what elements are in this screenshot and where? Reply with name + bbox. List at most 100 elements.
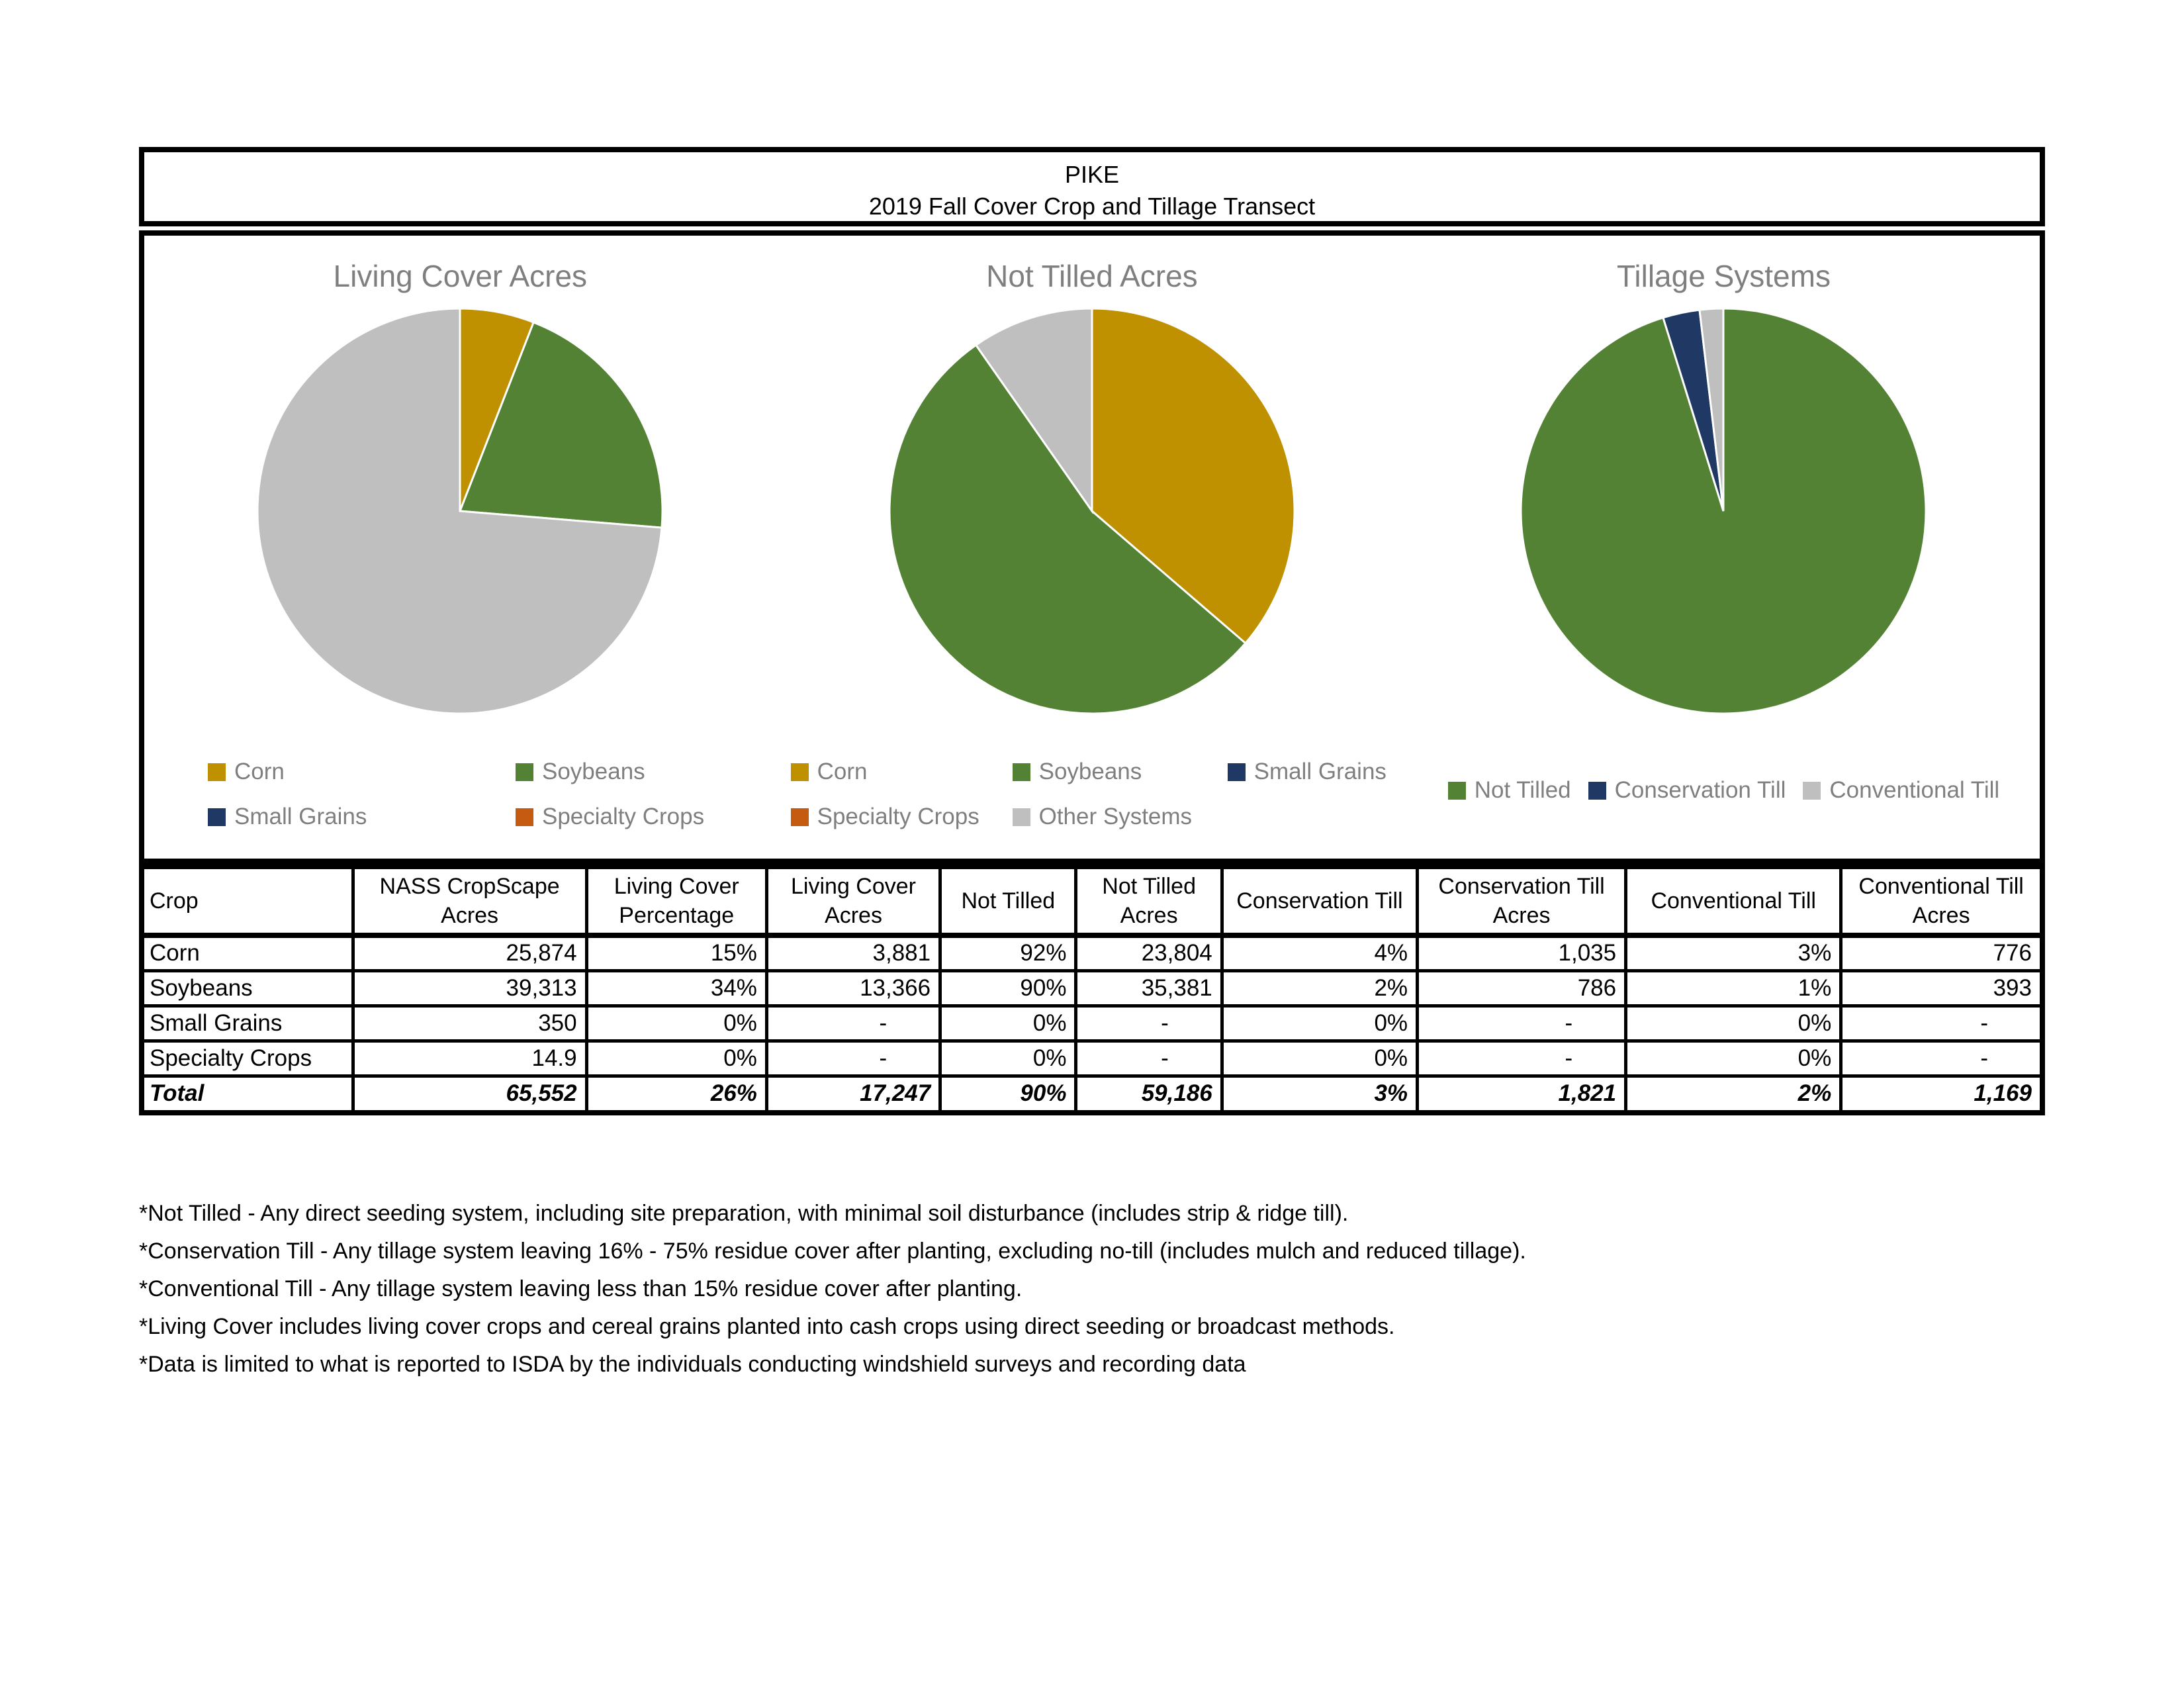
legend-swatch-icon: [516, 808, 533, 826]
legend-swatch-icon: [1012, 763, 1030, 781]
value-cell: 35,381: [1074, 968, 1224, 1008]
legend-item-conventional-till: Conventional Till: [1803, 777, 1999, 804]
crop-name-cell: Small Grains: [140, 1004, 355, 1043]
crop-name-cell: Specialty Crops: [140, 1039, 355, 1078]
column-header: Conservation Till Acres: [1416, 865, 1628, 938]
legend-swatch-icon: [208, 763, 226, 781]
footnote: *Conservation Till - Any tillage system …: [139, 1239, 1526, 1264]
column-header: Living Cover Percentage: [584, 865, 768, 938]
report-header: PIKE 2019 Fall Cover Crop and Tillage Tr…: [139, 147, 2045, 226]
value-cell: 23,804: [1074, 933, 1224, 972]
pie-slice-soybeans: [459, 320, 664, 529]
value-cell: 34%: [584, 968, 768, 1008]
legend-item-corn: Corn: [790, 759, 1013, 785]
value-cell: 0%: [1624, 1039, 1843, 1078]
column-header: Conservation Till: [1220, 865, 1420, 938]
legend-swatch-icon: [208, 808, 226, 826]
chart-title-not-tilled-acres: Not Tilled Acres: [986, 259, 1198, 293]
legend-item-conservation-till: Conservation Till: [1588, 777, 1786, 804]
value-cell: -: [1839, 1039, 2044, 1078]
value-cell: 2%: [1624, 1074, 1843, 1115]
legend-swatch-icon: [1227, 763, 1246, 781]
value-cell: 3%: [1624, 933, 1843, 972]
value-cell: 0%: [938, 1039, 1078, 1078]
pie-slice-conventional-till: [1698, 307, 1725, 512]
value-cell: 14.9: [351, 1039, 588, 1078]
value-cell: 17,247: [764, 1074, 942, 1115]
pie-slice-soybeans: [888, 344, 1247, 715]
legend-living-cover-acres: Corn Soybeans Small Grains Specialty Crops: [208, 759, 776, 830]
value-cell: 90%: [938, 1074, 1078, 1115]
footnotes: *Not Tilled - Any direct seeding system,…: [139, 1195, 2045, 1383]
value-cell: -: [1839, 1004, 2044, 1043]
legend-label: Other Systems: [1038, 804, 1193, 829]
value-cell: 0%: [938, 1004, 1078, 1043]
legend-label: Small Grains: [234, 804, 367, 829]
value-cell: 0%: [1220, 1039, 1420, 1078]
transect-data-table: Crop NASS CropScape Acres Living Cover Per…: [139, 864, 2045, 1115]
legend-label: Corn: [234, 759, 285, 784]
value-cell: 3%: [1220, 1074, 1420, 1115]
legend-item-other-systems: Other Systems: [1012, 804, 1228, 830]
value-cell: 59,186: [1074, 1074, 1224, 1115]
legend-label: Conventional Till: [1829, 777, 2000, 803]
column-header: Not Tilled: [938, 865, 1078, 938]
footnote: *Conventional Till - Any tillage system …: [139, 1276, 1023, 1301]
value-cell: 92%: [938, 933, 1078, 972]
value-cell: 1%: [1624, 968, 1843, 1008]
chart-living-cover-acres: Living Cover Acres Corn Soybeans Small Gra…: [144, 236, 776, 859]
legend-label: Conservation Till: [1614, 777, 1786, 803]
value-cell: 25,874: [351, 933, 588, 972]
crop-name-cell: Total: [140, 1074, 355, 1115]
legend-label: Corn: [817, 759, 868, 784]
value-cell: 786: [1416, 968, 1628, 1008]
legend-swatch-icon: [1447, 781, 1466, 800]
legend-swatch-icon: [1588, 781, 1606, 800]
column-header: Not Tilled Acres: [1074, 865, 1224, 938]
legend-label: Specialty Crops: [817, 804, 979, 829]
value-cell: 1,035: [1416, 933, 1628, 972]
report-subtitle: 2019 Fall Cover Crop and Tillage Transec…: [868, 193, 1316, 220]
value-cell: 0%: [1220, 1004, 1420, 1043]
value-cell: 15%: [584, 933, 768, 972]
legend-swatch-icon: [1803, 781, 1821, 800]
legend-not-tilled-acres: Corn Soybeans Small Grains Specialty Crops O…: [790, 759, 1408, 830]
value-cell: 65,552: [351, 1074, 588, 1115]
value-cell: 0%: [584, 1004, 768, 1043]
legend-item-specialty-crops: Specialty Crops: [790, 804, 1013, 830]
chart-tillage-systems: Tillage Systems Not Tilled Conservation T…: [1408, 236, 2040, 859]
value-cell: 776: [1839, 933, 2044, 972]
value-cell: 13,366: [764, 968, 942, 1008]
value-cell: 4%: [1220, 933, 1420, 972]
value-cell: 2%: [1220, 968, 1420, 1008]
pie-slice-corn: [1091, 307, 1296, 645]
legend-swatch-icon: [516, 763, 533, 781]
value-cell: -: [1074, 1004, 1224, 1043]
column-header: Crop: [140, 865, 355, 938]
table-row: Specialty Crops 14.9 0% -0% -0% -0% -: [140, 1039, 2044, 1078]
column-header: Conventional Till: [1624, 865, 1843, 938]
pie-living-cover-acres: [256, 307, 664, 715]
footnote: *Not Tilled - Any direct seeding system,…: [139, 1201, 1349, 1226]
table-header-row: Crop NASS CropScape Acres Living Cover Per…: [140, 865, 2044, 938]
value-cell: -: [764, 1039, 942, 1078]
legend-item-corn: Corn: [208, 759, 516, 785]
value-cell: 393: [1839, 968, 2044, 1008]
chart-title-tillage-systems: Tillage Systems: [1617, 259, 1831, 293]
value-cell: 26%: [584, 1074, 768, 1115]
legend-item-soybeans: Soybeans: [516, 759, 823, 785]
table-row: Soybeans 39,313 34% 13,366 90% 35,381 2% 786 1% 3…: [140, 968, 2044, 1008]
legend-item-not-tilled: Not Tilled: [1447, 777, 1571, 804]
table-row: Corn 25,874 15% 3,881 92% 23,804 4% 1,035 3% 776: [140, 933, 2044, 972]
value-cell: 1,821: [1416, 1074, 1628, 1115]
pie-not-tilled-acres: [888, 307, 1296, 715]
legend-label: Soybeans: [542, 759, 645, 784]
value-cell: -: [764, 1004, 942, 1043]
legend-item-small-grains: Small Grains: [1227, 759, 1387, 785]
legend-swatch-icon: [790, 763, 809, 781]
legend-swatch-icon: [790, 808, 809, 826]
pie-slice-other-systems: [974, 307, 1093, 514]
table-row: Small Grains 350 0% -0% -0% -0% -: [140, 1004, 2044, 1043]
value-cell: -: [1416, 1039, 1628, 1078]
